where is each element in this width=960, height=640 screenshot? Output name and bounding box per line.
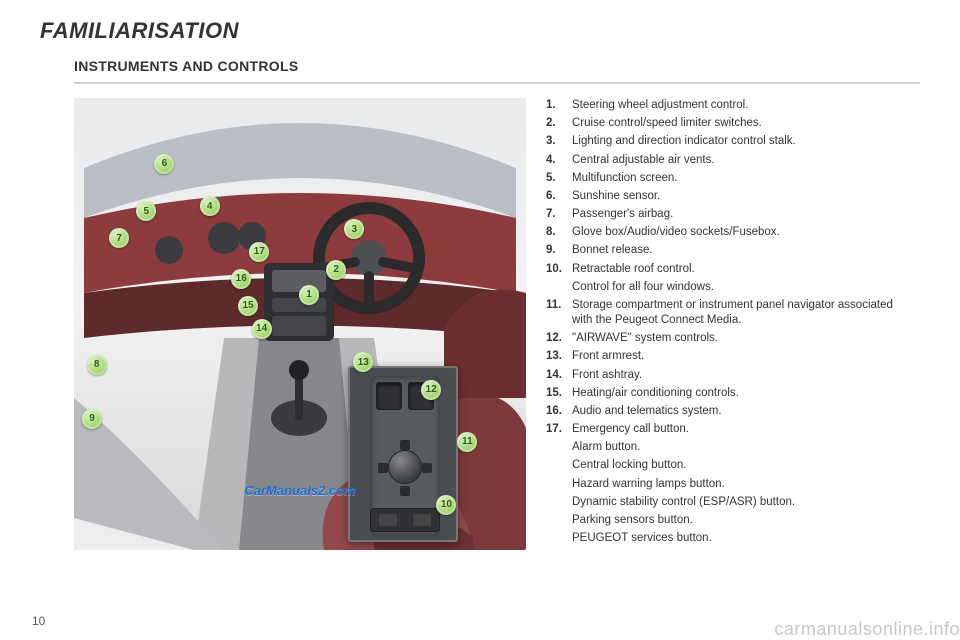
list-item-number: 14. xyxy=(546,368,572,383)
list-item: 5.Multifunction screen. xyxy=(546,171,898,186)
list-item: 3.Lighting and direction indicator contr… xyxy=(546,134,898,149)
list-item-number: 1. xyxy=(546,98,572,113)
list-item: 1.Steering wheel adjustment control. xyxy=(546,98,898,113)
list-item: 2.Cruise control/speed limiter switches. xyxy=(546,116,898,131)
callout-15: 15 xyxy=(238,296,258,316)
inset-dial-right xyxy=(422,463,432,473)
list-item: 16.Audio and telematics system. xyxy=(546,404,898,419)
list-item-number: 2. xyxy=(546,116,572,131)
section-divider xyxy=(74,82,920,84)
callout-2: 2 xyxy=(326,260,346,280)
inset-roof-switch xyxy=(370,508,440,532)
callout-17: 17 xyxy=(249,242,269,262)
list-item-number: 11. xyxy=(546,298,572,328)
list-subitem: Central locking button. xyxy=(572,458,898,473)
list-item-number: 16. xyxy=(546,404,572,419)
inset-dial-left xyxy=(378,463,388,473)
callout-1: 1 xyxy=(299,285,319,305)
inset-seat-switch-left xyxy=(376,382,402,410)
list-item: 15.Heating/air conditioning controls. xyxy=(546,386,898,401)
list-item-text: Front ashtray. xyxy=(572,368,898,383)
list-item: 4.Central adjustable air vents. xyxy=(546,153,898,168)
list-item-text: Cruise control/speed limiter switches. xyxy=(572,116,898,131)
section-title: INSTRUMENTS AND CONTROLS xyxy=(74,58,920,74)
list-item-text: Storage compartment or instrument panel … xyxy=(572,298,898,328)
manual-page: FAMILIARISATION INSTRUMENTS AND CONTROLS xyxy=(0,0,960,640)
list-subitem: Alarm button. xyxy=(572,440,898,455)
list-item-number: 8. xyxy=(546,225,572,240)
list-item-number: 5. xyxy=(546,171,572,186)
list-item: 14.Front ashtray. xyxy=(546,368,898,383)
list-item-text: Bonnet release. xyxy=(572,243,898,258)
list-item-text: Glove box/Audio/video sockets/Fusebox. xyxy=(572,225,898,240)
list-item-text: Emergency call button. xyxy=(572,422,898,437)
list-subitem: Parking sensors button. xyxy=(572,513,898,528)
page-number: 10 xyxy=(32,614,45,628)
list-item: 7.Passenger's airbag. xyxy=(546,207,898,222)
list-subitem: Hazard warning lamps button. xyxy=(572,477,898,492)
callout-8: 8 xyxy=(87,355,107,375)
inset-mirror-dial xyxy=(388,450,422,484)
list-item-text: Heating/air conditioning controls. xyxy=(572,386,898,401)
list-item-text: Passenger's airbag. xyxy=(572,207,898,222)
list-item-number: 10. xyxy=(546,262,572,277)
list-item: 9.Bonnet release. xyxy=(546,243,898,258)
list-item-text: Central adjustable air vents. xyxy=(572,153,898,168)
callout-9: 9 xyxy=(82,409,102,429)
list-item-text: Retractable roof control. xyxy=(572,262,898,277)
list-subitem: PEUGEOT services button. xyxy=(572,531,898,546)
list-item-text: "AIRWAVE" system controls. xyxy=(572,331,898,346)
list-item-number: 17. xyxy=(546,422,572,437)
list-item: 12."AIRWAVE" system controls. xyxy=(546,331,898,346)
callout-4: 4 xyxy=(200,196,220,216)
list-item-number: 12. xyxy=(546,331,572,346)
list-item-number: 6. xyxy=(546,189,572,204)
callout-12: 12 xyxy=(421,380,441,400)
armrest-controls-inset xyxy=(348,366,458,542)
figure-watermark: CarManuals2.com xyxy=(244,483,355,498)
callout-6: 6 xyxy=(154,154,174,174)
controls-list: 1.Steering wheel adjustment control.2.Cr… xyxy=(546,98,898,550)
list-item: 6.Sunshine sensor. xyxy=(546,189,898,204)
list-item-number: 15. xyxy=(546,386,572,401)
list-item-number: 9. xyxy=(546,243,572,258)
inset-dial-up xyxy=(400,440,410,450)
list-item: 11.Storage compartment or instrument pan… xyxy=(546,298,898,328)
list-item-text: Steering wheel adjustment control. xyxy=(572,98,898,113)
list-subitem: Control for all four windows. xyxy=(572,280,898,295)
callout-11: 11 xyxy=(457,432,477,452)
chapter-title: FAMILIARISATION xyxy=(40,18,920,44)
callout-14: 14 xyxy=(252,319,272,339)
callout-16: 16 xyxy=(231,269,251,289)
list-item-text: Audio and telematics system. xyxy=(572,404,898,419)
list-item: 17.Emergency call button. xyxy=(546,422,898,437)
list-item-number: 13. xyxy=(546,349,572,364)
list-item-text: Front armrest. xyxy=(572,349,898,364)
list-item: 8.Glove box/Audio/video sockets/Fusebox. xyxy=(546,225,898,240)
list-item-number: 4. xyxy=(546,153,572,168)
footer-watermark: carmanualsonline.info xyxy=(774,619,960,640)
list-item-text: Lighting and direction indicator control… xyxy=(572,134,898,149)
list-subitem: Dynamic stability control (ESP/ASR) butt… xyxy=(572,495,898,510)
inset-dial-down xyxy=(400,486,410,496)
list-item-text: Multifunction screen. xyxy=(572,171,898,186)
list-item-text: Sunshine sensor. xyxy=(572,189,898,204)
list-item: 10.Retractable roof control. xyxy=(546,262,898,277)
list-item-number: 7. xyxy=(546,207,572,222)
list-item-number: 3. xyxy=(546,134,572,149)
list-item: 13.Front armrest. xyxy=(546,349,898,364)
content-row: CarManuals2.com 123456789101112131415161… xyxy=(74,98,920,550)
dashboard-figure: CarManuals2.com 123456789101112131415161… xyxy=(74,98,526,550)
